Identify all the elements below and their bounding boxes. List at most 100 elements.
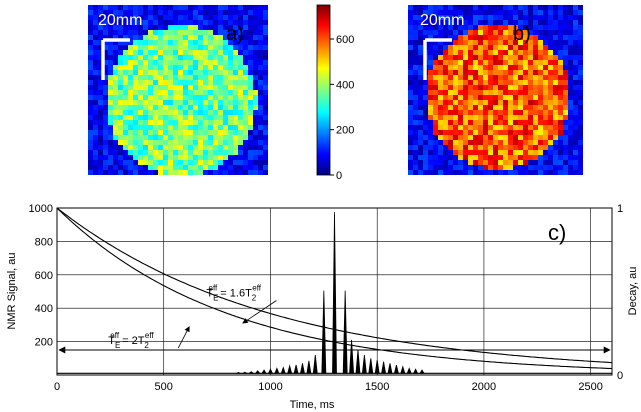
map-pixel bbox=[238, 60, 243, 65]
map-pixel bbox=[223, 160, 228, 165]
map-pixel bbox=[503, 65, 508, 70]
map-pixel bbox=[413, 25, 418, 30]
map-pixel bbox=[258, 70, 263, 75]
map-pixel bbox=[553, 85, 558, 90]
map-pixel bbox=[463, 40, 468, 45]
map-pixel bbox=[488, 70, 493, 75]
map-pixel bbox=[153, 150, 158, 155]
map-pixel bbox=[203, 100, 208, 105]
map-pixel bbox=[438, 25, 443, 30]
echo-peak bbox=[261, 369, 267, 374]
map-pixel bbox=[213, 155, 218, 160]
map-pixel bbox=[538, 130, 543, 135]
map-pixel bbox=[213, 150, 218, 155]
map-pixel bbox=[503, 155, 508, 160]
map-pixel bbox=[178, 90, 183, 95]
map-pixel bbox=[408, 70, 413, 75]
map-pixel bbox=[223, 90, 228, 95]
map-pixel bbox=[488, 55, 493, 60]
map-pixel bbox=[468, 170, 473, 175]
map-pixel bbox=[408, 135, 413, 140]
map-pixel bbox=[538, 20, 543, 25]
map-pixel bbox=[418, 170, 423, 175]
map-pixel bbox=[473, 20, 478, 25]
map-pixel bbox=[573, 55, 578, 60]
map-pixel bbox=[523, 145, 528, 150]
map-pixel bbox=[128, 20, 133, 25]
map-pixel bbox=[213, 170, 218, 175]
map-pixel bbox=[158, 90, 163, 95]
map-pixel bbox=[543, 35, 548, 40]
map-pixel bbox=[263, 120, 268, 125]
map-pixel bbox=[573, 90, 578, 95]
map-pixel bbox=[98, 100, 103, 105]
map-pixel bbox=[413, 40, 418, 45]
map-pixel bbox=[238, 105, 243, 110]
map-pixel bbox=[428, 135, 433, 140]
map-pixel bbox=[88, 40, 93, 45]
map-pixel bbox=[148, 25, 153, 30]
map-pixel bbox=[488, 90, 493, 95]
map-pixel bbox=[558, 95, 563, 100]
map-pixel bbox=[428, 85, 433, 90]
map-pixel bbox=[208, 20, 213, 25]
map-pixel bbox=[153, 135, 158, 140]
map-pixel bbox=[258, 60, 263, 65]
map-pixel bbox=[168, 165, 173, 170]
map-pixel bbox=[423, 85, 428, 90]
map-pixel bbox=[113, 30, 118, 35]
map-pixel bbox=[118, 30, 123, 35]
y-tick-label-right: 1 bbox=[617, 203, 623, 215]
map-pixel bbox=[568, 10, 573, 15]
map-pixel bbox=[458, 50, 463, 55]
map-pixel bbox=[248, 160, 253, 165]
map-pixel bbox=[168, 120, 173, 125]
map-pixel bbox=[228, 140, 233, 145]
map-pixel bbox=[228, 5, 233, 10]
map-pixel bbox=[158, 120, 163, 125]
map-pixel bbox=[223, 10, 228, 15]
map-pixel bbox=[528, 170, 533, 175]
map-pixel bbox=[508, 45, 513, 50]
map-pixel bbox=[563, 165, 568, 170]
map-pixel bbox=[108, 45, 113, 50]
map-pixel bbox=[178, 65, 183, 70]
map-pixel bbox=[173, 35, 178, 40]
map-pixel bbox=[223, 110, 228, 115]
map-pixel bbox=[513, 50, 518, 55]
map-pixel bbox=[503, 15, 508, 20]
map-pixel bbox=[193, 50, 198, 55]
map-pixel bbox=[483, 70, 488, 75]
map-pixel bbox=[173, 20, 178, 25]
map-pixel bbox=[108, 5, 113, 10]
map-pixel bbox=[158, 10, 163, 15]
map-pixel bbox=[138, 55, 143, 60]
map-pixel bbox=[118, 110, 123, 115]
map-pixel bbox=[108, 150, 113, 155]
map-pixel bbox=[113, 135, 118, 140]
map-pixel bbox=[138, 150, 143, 155]
map-pixel bbox=[533, 65, 538, 70]
map-pixel bbox=[523, 5, 528, 10]
map-pixel bbox=[453, 45, 458, 50]
map-pixel bbox=[468, 80, 473, 85]
map-pixel bbox=[503, 25, 508, 30]
map-pixel bbox=[213, 70, 218, 75]
map-pixel bbox=[153, 165, 158, 170]
map-pixel bbox=[233, 140, 238, 145]
map-pixel bbox=[223, 120, 228, 125]
map-pixel bbox=[438, 160, 443, 165]
map-pixel bbox=[168, 50, 173, 55]
map-pixel bbox=[473, 125, 478, 130]
map-pixel bbox=[108, 30, 113, 35]
map-pixel bbox=[513, 165, 518, 170]
map-pixel bbox=[448, 60, 453, 65]
map-pixel bbox=[493, 15, 498, 20]
map-pixel bbox=[108, 20, 113, 25]
map-pixel bbox=[238, 115, 243, 120]
map-pixel bbox=[468, 55, 473, 60]
map-pixel bbox=[478, 50, 483, 55]
map-pixel bbox=[558, 150, 563, 155]
map-pixel bbox=[128, 15, 133, 20]
map-pixel bbox=[173, 70, 178, 75]
